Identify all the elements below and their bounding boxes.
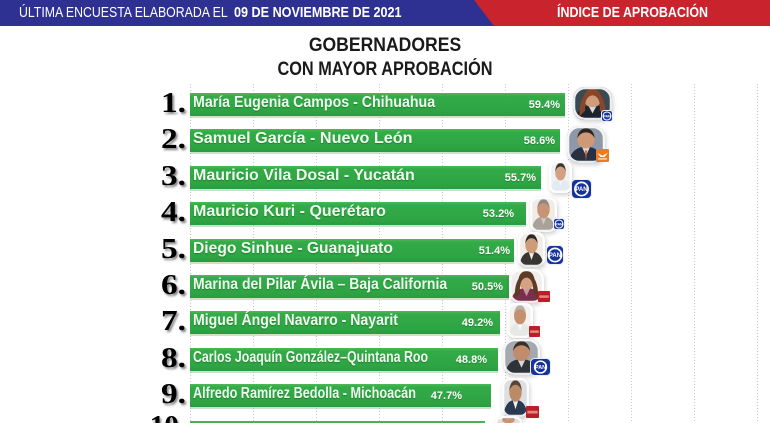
svg-text:PAN: PAN [549, 253, 561, 259]
svg-text:PAN: PAN [535, 365, 546, 371]
svg-text:PAN: PAN [555, 222, 563, 226]
svg-text:PAN: PAN [575, 187, 587, 193]
svg-text:PAN: PAN [603, 114, 611, 118]
